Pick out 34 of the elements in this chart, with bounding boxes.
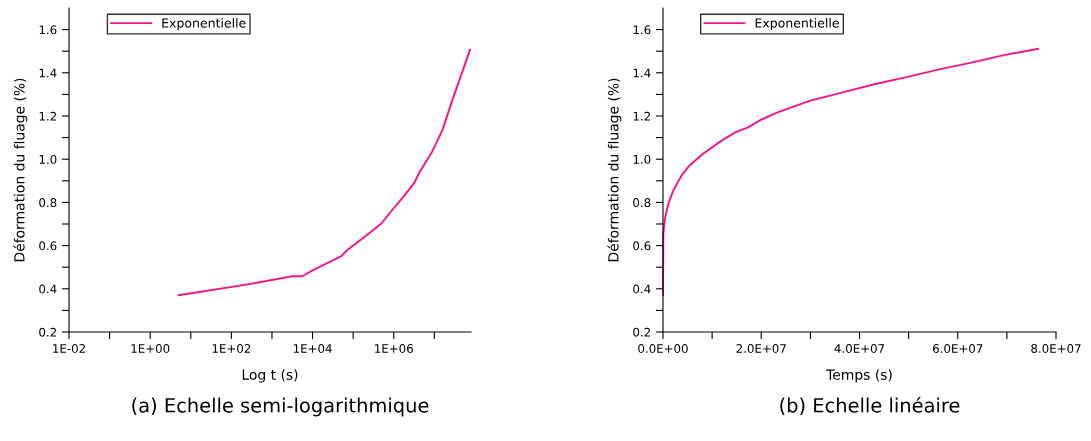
y-tick-label: 0.8 — [39, 198, 57, 208]
y-tick-label: 0.2 — [39, 327, 57, 337]
y-tick-label: 0.4 — [633, 284, 651, 294]
x-tick-label: 1E+02 — [212, 344, 251, 353]
y-tick-label: 1.0 — [39, 154, 57, 164]
x-tick-label: 4.0E+07 — [834, 344, 885, 353]
y-tick-label: 1.2 — [633, 111, 651, 121]
legend-label: Exponentielle — [162, 18, 246, 31]
y-axis-title: Déformation du fluage (%) — [607, 78, 622, 262]
x-tick-label: 2.0E+07 — [736, 344, 786, 353]
y-tick-label: 0.6 — [633, 241, 651, 251]
x-tick-label: 1E+06 — [375, 344, 413, 353]
x-axis-title: Temps (s) — [826, 369, 892, 383]
y-tick-label: 1.4 — [39, 68, 57, 78]
x-tick-label: 1E+04 — [293, 344, 332, 353]
legend-label: Exponentielle — [755, 18, 839, 31]
text: (a) Echelle semi-logarithmique — [132, 397, 429, 417]
x-tick-label: 0.0E+00 — [638, 344, 688, 353]
y-tick-label: 1.6 — [633, 25, 651, 35]
y-tick-label: 0.8 — [633, 198, 651, 208]
y-tick-label: 0.6 — [39, 241, 57, 251]
x-tick-label: 1E-02 — [53, 344, 85, 353]
x-tick-label: 6.0E+07 — [933, 344, 983, 353]
y-tick-label: 1.6 — [39, 25, 57, 35]
y-tick-label: 1.4 — [633, 68, 651, 78]
y-axis-title: Déformation du fluage (%) — [13, 78, 28, 262]
x-tick-label: 8.0E+07 — [1031, 344, 1081, 353]
y-tick-label: 0.4 — [39, 284, 57, 294]
y-tick-label: 1.2 — [39, 111, 57, 121]
y-tick-label: 0.2 — [633, 327, 651, 337]
x-axis-title: Log t (s) — [242, 369, 298, 383]
y-tick-label: 1.0 — [633, 154, 651, 164]
x-tick-label: 1E+00 — [131, 344, 170, 353]
text: (b) Echelle linéaire — [780, 396, 960, 415]
